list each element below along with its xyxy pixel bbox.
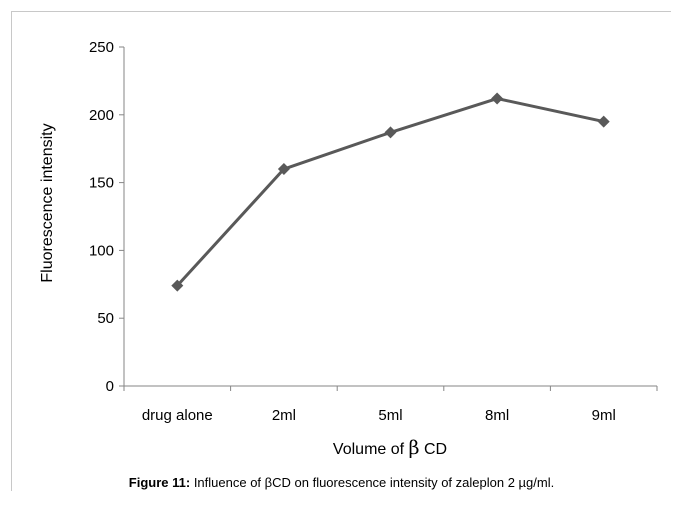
x-axis-title: Volume of β CD: [333, 437, 447, 459]
y-tick-label: 250: [89, 39, 114, 56]
x-tick-label: 5ml: [378, 407, 402, 424]
caption-label: Figure 11:: [128, 475, 191, 490]
data-point-marker: [384, 126, 397, 139]
y-tick-label: 100: [89, 242, 114, 259]
data-point-marker: [171, 279, 184, 292]
figure-caption: Figure 11: Influence of βCD on fluoresce…: [0, 475, 683, 490]
data-point-marker: [277, 163, 290, 176]
figure-frame: [11, 11, 671, 491]
x-tick-label: drug alone: [142, 407, 213, 424]
y-axis-ticks: 0 50 100 150 200 250: [89, 39, 124, 395]
line-chart: 0 50 100 150 200 250 drug alone 2ml 5ml 8ml 9ml F…: [39, 39, 658, 459]
beta-symbol: β: [409, 437, 420, 459]
x-axis-ticks: drug alone 2ml 5ml 8ml 9ml: [123, 386, 658, 424]
x-tick-label: 9ml: [592, 407, 616, 424]
x-tick-label: 2ml: [272, 407, 296, 424]
series-markers: [171, 92, 610, 292]
x-tick-label: 8ml: [485, 407, 509, 424]
data-point-marker: [597, 115, 610, 128]
y-tick-label: 0: [106, 378, 114, 395]
chart-axes: [123, 47, 657, 387]
data-point-marker: [491, 92, 504, 105]
y-tick-label: 200: [89, 107, 114, 124]
caption-text: Influence of βCD on fluorescence intensi…: [190, 475, 555, 490]
y-tick-label: 50: [97, 310, 114, 327]
y-tick-label: 150: [89, 175, 114, 192]
y-axis-title: Fluorescence intensity: [39, 123, 56, 282]
